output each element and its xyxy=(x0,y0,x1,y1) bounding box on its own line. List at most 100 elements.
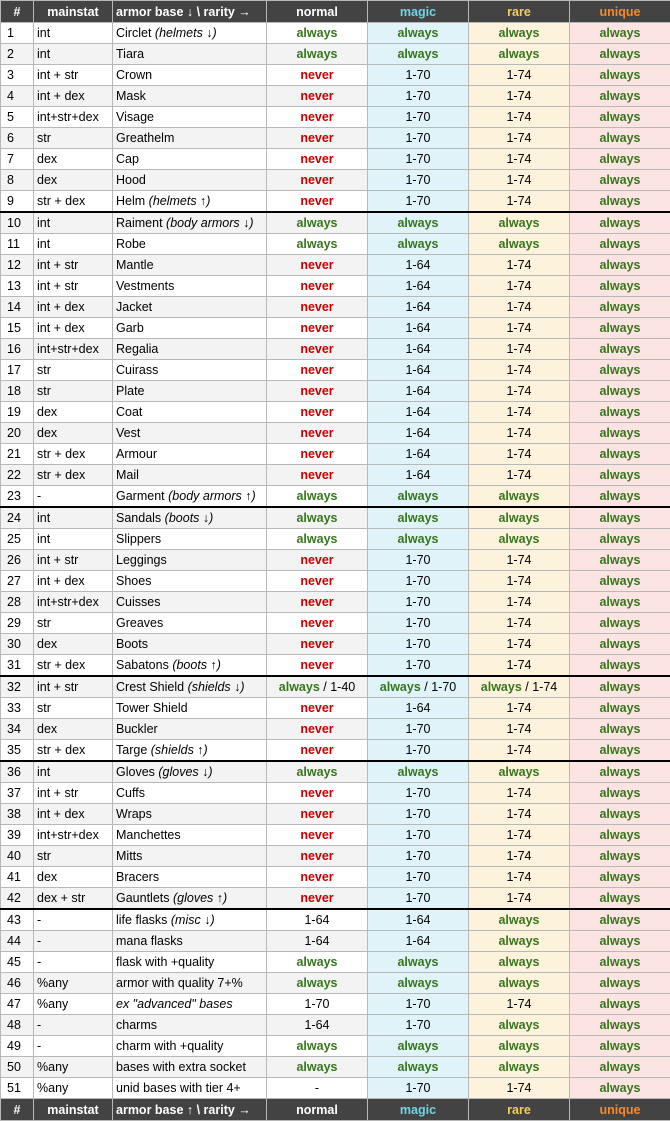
rare-value: always xyxy=(498,765,539,779)
row-magic-cell: 1-70 xyxy=(368,128,469,149)
row-unique-cell: always xyxy=(570,170,670,191)
rare-value: always xyxy=(498,47,539,61)
row-mainstat: str xyxy=(34,128,113,149)
row-rare-cell: always xyxy=(469,761,570,783)
row-unique-cell: always xyxy=(570,360,670,381)
row-normal-cell: never xyxy=(267,423,368,444)
magic-value: 1-64 xyxy=(405,321,430,335)
row-mainstat: int xyxy=(34,507,113,529)
row-rare-cell: always xyxy=(469,507,570,529)
row-number: 2 xyxy=(1,44,34,65)
base-name: life flasks xyxy=(116,913,167,927)
row-mainstat: int xyxy=(34,234,113,255)
normal-value: never xyxy=(300,173,333,187)
header-mainstat: mainstat xyxy=(34,1,113,23)
magic-value: always xyxy=(397,532,438,546)
normal-value: never xyxy=(300,89,333,103)
row-armor-base: unid bases with tier 4+ xyxy=(113,1078,267,1099)
base-name: Garment xyxy=(116,489,165,503)
row-rare-cell: 1-74 xyxy=(469,360,570,381)
unique-value: always xyxy=(599,68,640,82)
row-number: 49 xyxy=(1,1036,34,1057)
footer-num: # xyxy=(1,1099,34,1121)
row-normal-cell: always / 1-40 xyxy=(267,676,368,698)
row-normal-cell: never xyxy=(267,128,368,149)
footer-row: # mainstat armor base ↑ \ rarity → norma… xyxy=(1,1099,670,1121)
footer-unique: unique xyxy=(570,1099,670,1121)
magic-value: always xyxy=(397,955,438,969)
unique-value: always xyxy=(599,300,640,314)
base-name: unid bases with tier 4+ xyxy=(116,1081,241,1095)
unique-value: always xyxy=(599,131,640,145)
rare-value: 1-74 xyxy=(506,152,531,166)
unique-value: always xyxy=(599,384,640,398)
base-name: Cap xyxy=(116,152,139,166)
row-number: 19 xyxy=(1,402,34,423)
base-name: Mask xyxy=(116,89,146,103)
row-mainstat: dex xyxy=(34,423,113,444)
unique-value: always xyxy=(599,216,640,230)
magic-value: 1-70 xyxy=(405,658,430,672)
rare-value: always xyxy=(498,511,539,525)
row-mainstat: %any xyxy=(34,1078,113,1099)
rare-value: always xyxy=(498,237,539,251)
base-name: Raiment xyxy=(116,216,163,230)
row-number: 26 xyxy=(1,550,34,571)
base-name: Sabatons xyxy=(116,658,169,672)
row-armor-base: Manchettes xyxy=(113,825,267,846)
rare-value: always xyxy=(498,934,539,948)
magic-value: 1-64 xyxy=(405,300,430,314)
normal-value: always xyxy=(296,532,337,546)
base-name: Visage xyxy=(116,110,154,124)
row-normal-cell: always xyxy=(267,1036,368,1057)
row-mainstat: dex xyxy=(34,149,113,170)
row-mainstat: - xyxy=(34,931,113,952)
magic-value: always xyxy=(397,1060,438,1074)
row-unique-cell: always xyxy=(570,783,670,804)
row-mainstat: - xyxy=(34,1015,113,1036)
normal-value: never xyxy=(300,616,333,630)
row-magic-cell: 1-64 xyxy=(368,931,469,952)
row-mainstat: str + dex xyxy=(34,655,113,677)
base-name: Vest xyxy=(116,426,140,440)
unique-value: always xyxy=(599,765,640,779)
row-armor-base: Hood xyxy=(113,170,267,191)
magic-value: 1-70 xyxy=(405,849,430,863)
row-normal-cell: always xyxy=(267,1057,368,1078)
unique-value: always xyxy=(599,913,640,927)
row-armor-base: Crest Shield (shields ↓) xyxy=(113,676,267,698)
unique-value: always xyxy=(599,321,640,335)
row-normal-cell: never xyxy=(267,719,368,740)
row-rare-cell: 1-74 xyxy=(469,465,570,486)
row-mainstat: dex xyxy=(34,634,113,655)
normal-value: never xyxy=(300,468,333,482)
normal-value: never xyxy=(300,743,333,757)
unique-value: always xyxy=(599,47,640,61)
magic-extra: / 1-70 xyxy=(421,680,456,694)
unique-value: always xyxy=(599,891,640,905)
normal-value: never xyxy=(300,68,333,82)
row-normal-cell: - xyxy=(267,1078,368,1099)
row-rare-cell: 1-74 xyxy=(469,65,570,86)
row-magic-cell: 1-64 xyxy=(368,909,469,931)
row-armor-base: Targe (shields ↑) xyxy=(113,740,267,762)
row-normal-cell: never xyxy=(267,402,368,423)
row-mainstat: int+str+dex xyxy=(34,339,113,360)
unique-value: always xyxy=(599,680,640,694)
unique-value: always xyxy=(599,363,640,377)
normal-value: 1-64 xyxy=(304,1018,329,1032)
base-name: Cuirass xyxy=(116,363,158,377)
row-armor-base: Mask xyxy=(113,86,267,107)
unique-value: always xyxy=(599,976,640,990)
row-rare-cell: always xyxy=(469,23,570,44)
row-number: 25 xyxy=(1,529,34,550)
magic-value: 1-64 xyxy=(405,426,430,440)
base-name: Gauntlets xyxy=(116,891,170,905)
